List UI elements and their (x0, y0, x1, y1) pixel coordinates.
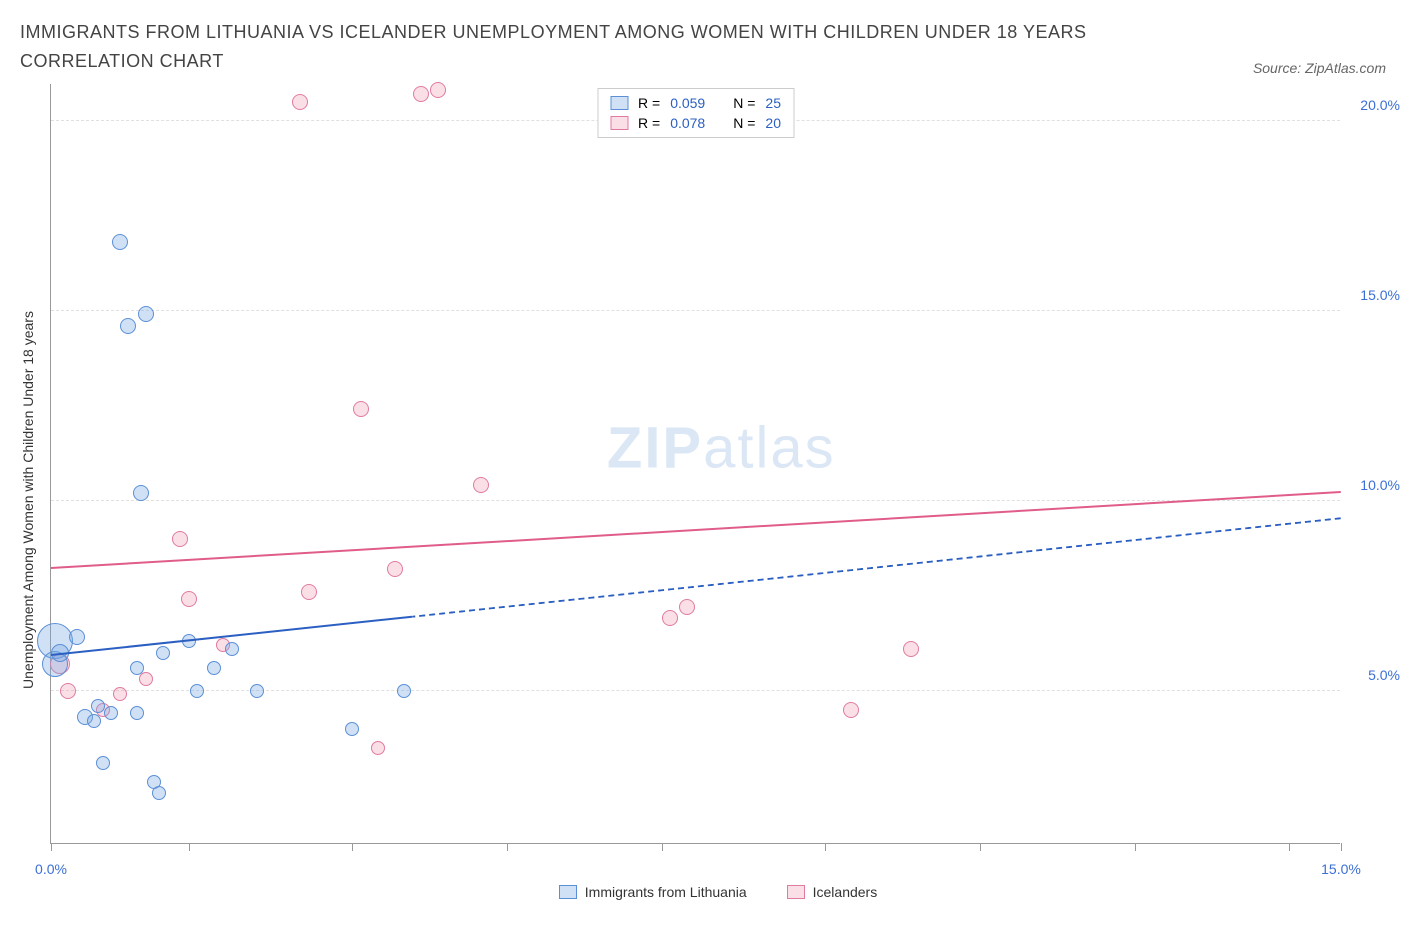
x-tick (662, 843, 663, 851)
data-point-blue (250, 684, 264, 698)
chart-title: IMMIGRANTS FROM LITHUANIA VS ICELANDER U… (20, 18, 1120, 76)
plot-area: ZIPatlas R = 0.059 N = 25 R = 0.078 N = … (50, 84, 1340, 844)
data-point-pink (430, 82, 446, 98)
data-point-pink (413, 86, 429, 102)
watermark: ZIPatlas (607, 414, 836, 481)
data-point-pink (172, 531, 188, 547)
y-tick-label: 10.0% (1360, 477, 1400, 493)
data-point-pink (301, 584, 317, 600)
y-tick-label: 20.0% (1360, 97, 1400, 113)
x-tick (51, 843, 52, 851)
legend-row-blue: R = 0.059 N = 25 (610, 93, 781, 113)
data-point-blue (345, 722, 359, 736)
x-tick-label: 0.0% (35, 861, 67, 877)
data-point-blue (397, 684, 411, 698)
data-point-pink (903, 641, 919, 657)
data-point-pink (113, 687, 127, 701)
data-point-blue (156, 646, 170, 660)
data-point-pink (139, 672, 153, 686)
data-point-pink (473, 477, 489, 493)
source-label: Source: ZipAtlas.com (1253, 60, 1386, 76)
swatch-blue-icon (559, 885, 577, 899)
data-point-pink (679, 599, 695, 615)
gridline (51, 310, 1340, 311)
data-point-blue (138, 306, 154, 322)
x-tick (189, 843, 190, 851)
series-legend: Immigrants from Lithuania Icelanders (50, 884, 1386, 900)
data-point-blue (96, 756, 110, 770)
gridline (51, 500, 1340, 501)
swatch-blue (610, 96, 628, 110)
x-tick (1341, 843, 1342, 851)
swatch-pink (610, 116, 628, 130)
gridline (51, 690, 1340, 691)
data-point-blue (69, 629, 85, 645)
y-tick-label: 5.0% (1368, 667, 1400, 683)
data-point-blue (130, 661, 144, 675)
trend-line-pink (51, 491, 1341, 569)
data-point-blue (104, 706, 118, 720)
data-point-pink (371, 741, 385, 755)
data-point-blue (87, 714, 101, 728)
legend-item-pink: Icelanders (787, 884, 878, 900)
data-point-pink (662, 610, 678, 626)
data-point-blue (133, 485, 149, 501)
x-tick (1135, 843, 1136, 851)
data-point-blue (120, 318, 136, 334)
data-point-blue (190, 684, 204, 698)
data-point-pink (387, 561, 403, 577)
data-point-blue (225, 642, 239, 656)
x-tick (825, 843, 826, 851)
x-tick (1289, 843, 1290, 851)
data-point-blue (112, 234, 128, 250)
y-axis-label: Unemployment Among Women with Children U… (20, 311, 36, 689)
trend-line-blue-dashed (51, 518, 1341, 657)
data-point-pink (181, 591, 197, 607)
data-point-pink (353, 401, 369, 417)
data-point-pink (60, 683, 76, 699)
x-tick (507, 843, 508, 851)
y-tick-label: 15.0% (1360, 287, 1400, 303)
swatch-pink-icon (787, 885, 805, 899)
legend-row-pink: R = 0.078 N = 20 (610, 113, 781, 133)
data-point-blue (152, 786, 166, 800)
data-point-blue (91, 699, 105, 713)
x-tick (352, 843, 353, 851)
data-point-blue (207, 661, 221, 675)
x-tick-label: 15.0% (1321, 861, 1361, 877)
correlation-legend: R = 0.059 N = 25 R = 0.078 N = 20 (597, 88, 794, 138)
chart-container: Unemployment Among Women with Children U… (50, 84, 1386, 900)
data-point-pink (292, 94, 308, 110)
data-point-blue (130, 706, 144, 720)
x-tick (980, 843, 981, 851)
legend-item-blue: Immigrants from Lithuania (559, 884, 747, 900)
data-point-pink (843, 702, 859, 718)
